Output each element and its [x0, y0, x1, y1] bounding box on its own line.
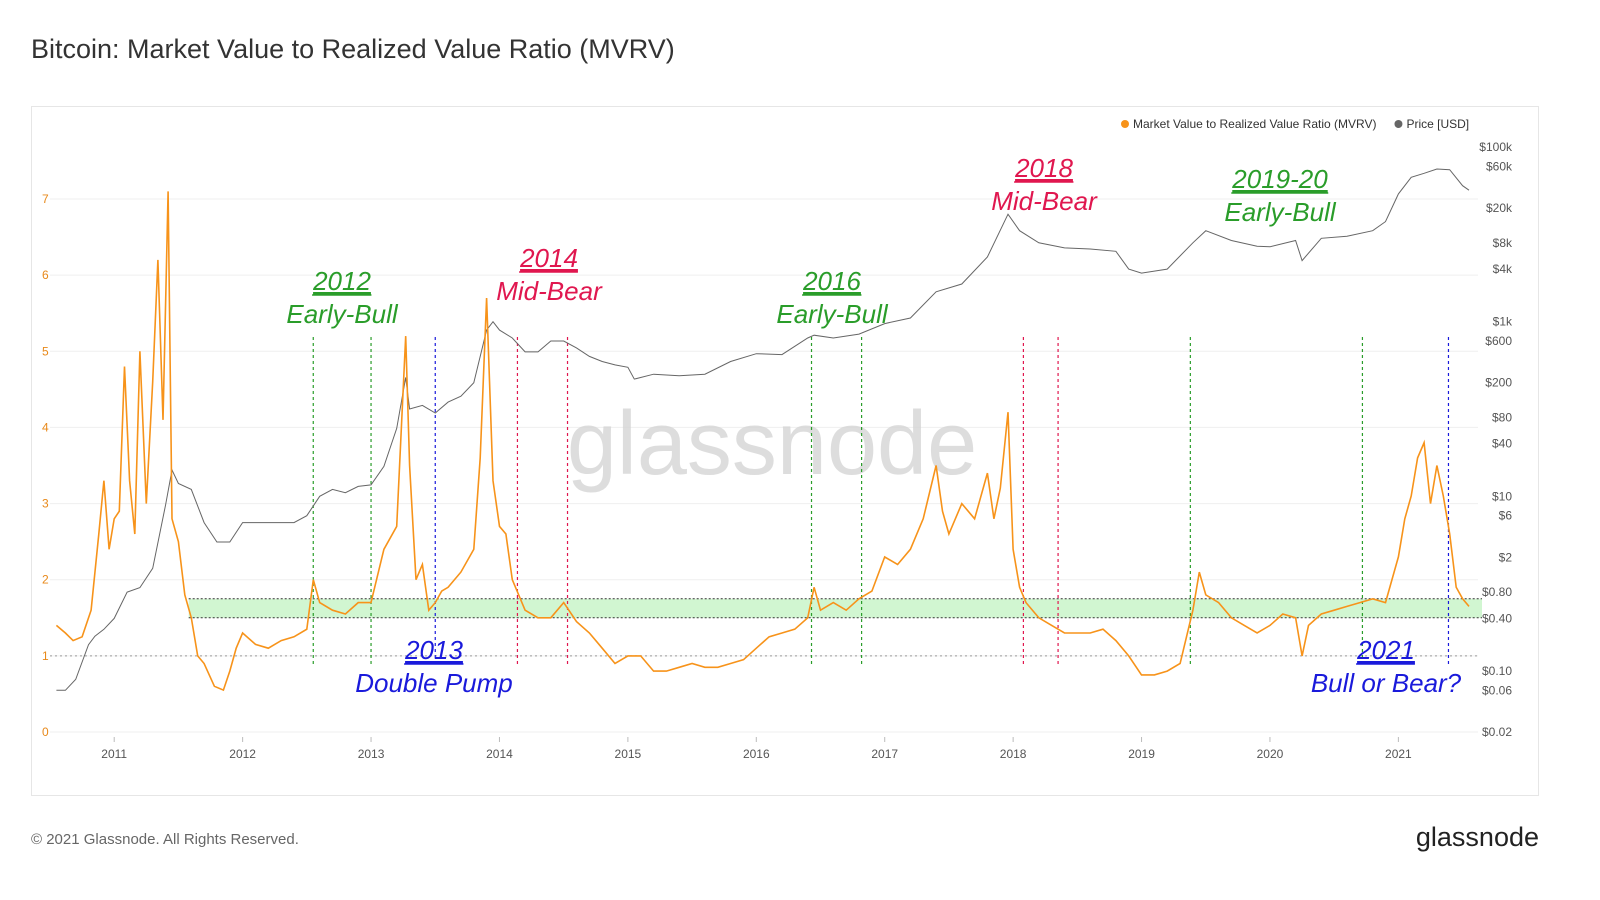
y-left-tick-label: 6 — [42, 268, 49, 282]
y-left-tick-label: 2 — [42, 573, 49, 587]
annotation-label: Mid-Bear — [496, 276, 603, 306]
legend-marker — [1394, 120, 1403, 128]
y-right-tick-label: $1k — [1493, 315, 1513, 329]
y-right-tick-label: $2 — [1499, 550, 1513, 564]
annotation-year: 2014 — [519, 243, 578, 273]
y-right-tick-label: $10 — [1492, 489, 1512, 503]
annotation-year: 2019-20 — [1231, 164, 1328, 194]
annotation-year: 2013 — [404, 635, 463, 665]
x-tick-label: 2012 — [229, 747, 256, 761]
y-left-tick-label: 0 — [42, 725, 49, 739]
page-title: Bitcoin: Market Value to Realized Value … — [31, 34, 675, 64]
footer-logo[interactable]: glassnode — [1415, 822, 1539, 852]
y-right-tick-label: $100k — [1479, 140, 1513, 154]
y-right-tick-label: $600 — [1485, 334, 1512, 348]
mvrv-line — [55, 191, 1470, 692]
annotation-label: Early-Bull — [776, 299, 888, 329]
x-tick-label: 2014 — [486, 747, 513, 761]
mvrv-chart: glassnode 0 1 2 3 4 5 6 7 $100k $60k $20k $8k $4k $1k… — [42, 117, 1513, 761]
annotation-label: Mid-Bear — [991, 186, 1098, 216]
x-tick-label: 2018 — [1000, 747, 1027, 761]
annotation-label: Early-Bull — [286, 299, 398, 329]
legend-marker — [1121, 120, 1129, 128]
y-right-tick-label: $0.02 — [1482, 725, 1512, 739]
grid-lines — [50, 198, 1478, 733]
annotation-label: Double Pump — [355, 668, 513, 698]
y-left-tick-label: 3 — [42, 497, 49, 511]
x-tick-label: 2020 — [1257, 747, 1284, 761]
series-lines — [55, 168, 1470, 692]
y-left-tick-label: 5 — [42, 344, 49, 358]
y-right-tick-label: $4k — [1493, 262, 1513, 276]
y-right-tick-label: $80 — [1492, 410, 1512, 424]
footer-copyright: © 2021 Glassnode. All Rights Reserved. — [31, 831, 299, 848]
watermark-text: glassnode — [567, 394, 977, 494]
annotation-label: Bull or Bear? — [1311, 668, 1462, 698]
annotation-year: 2012 — [312, 266, 371, 296]
legend-entry: Market Value to Realized Value Ratio (MV… — [1133, 117, 1376, 131]
chart-frame: glassnode 0 1 2 3 4 5 6 7 $100k $60k $20k $8k $4k $1k… — [31, 106, 1539, 796]
y-left-tick-label: 1 — [42, 649, 49, 663]
annotation-year: 2018 — [1014, 153, 1073, 183]
band-fill — [188, 598, 1482, 618]
annotation-year: 2021 — [1356, 635, 1415, 665]
y-right-tick-label: $0.10 — [1482, 664, 1512, 678]
y-right-tick-label: $0.06 — [1482, 683, 1512, 697]
annotation-label: Early-Bull — [1224, 197, 1336, 227]
y-left-tick-label: 4 — [42, 420, 49, 434]
y-right-tick-label: $0.40 — [1482, 611, 1512, 625]
annotation-year: 2016 — [802, 266, 861, 296]
x-tick-label: 2016 — [743, 747, 770, 761]
y-right-tick-label: $8k — [1493, 236, 1513, 250]
x-tick-label: 2013 — [358, 747, 385, 761]
legend-entry: Price [USD] — [1406, 117, 1469, 131]
y-right-tick-label: $40 — [1492, 437, 1512, 451]
x-tick-label: 2019 — [1128, 747, 1155, 761]
axes: 0 1 2 3 4 5 6 7 $100k $60k $20k $8k $4k $1k $600 $200 $8… — [42, 140, 1513, 761]
y-right-tick-label: $0.80 — [1482, 585, 1512, 599]
price-line — [56, 168, 1470, 691]
x-tick-label: 2011 — [101, 747, 127, 761]
x-tick-label: 2015 — [615, 747, 642, 761]
legend: Market Value to Realized Value Ratio (MV… — [1121, 117, 1469, 131]
y-right-tick-label: $60k — [1486, 159, 1513, 173]
x-tick-label: 2017 — [871, 747, 898, 761]
y-right-tick-label: $200 — [1485, 376, 1512, 390]
accumulation-band — [50, 598, 1482, 657]
y-right-tick-label: $20k — [1486, 201, 1513, 215]
y-left-tick-label: 7 — [42, 192, 49, 206]
cycle-markers — [312, 337, 1450, 667]
y-right-tick-label: $6 — [1499, 509, 1513, 523]
x-tick-label: 2021 — [1385, 747, 1412, 761]
